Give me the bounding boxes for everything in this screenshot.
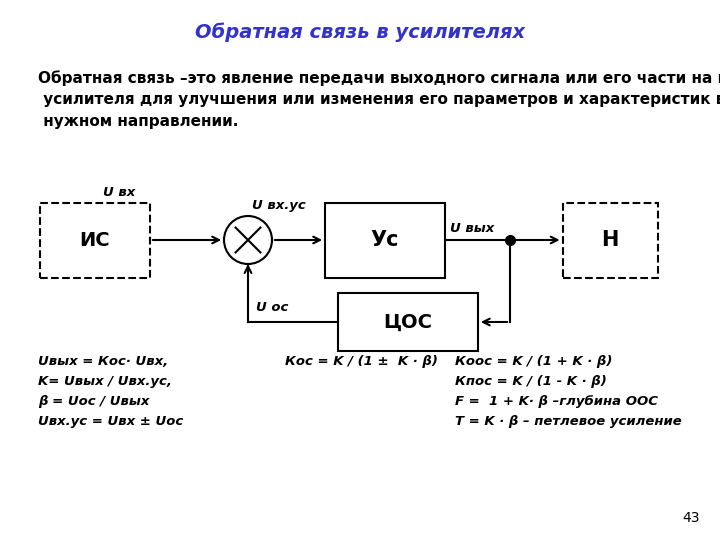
Text: ЦОС: ЦОС xyxy=(384,313,433,332)
FancyBboxPatch shape xyxy=(562,202,657,278)
Text: Обратная связь в усилителях: Обратная связь в усилителях xyxy=(195,22,525,42)
Text: Кoос = K / (1 + K · β): Кoос = K / (1 + K · β) xyxy=(455,355,613,368)
Text: Кпос = K / (1 - K · β): Кпос = K / (1 - K · β) xyxy=(455,375,607,388)
Text: Ус: Ус xyxy=(371,230,400,250)
Text: ИС: ИС xyxy=(80,231,110,249)
Text: U вх.ус: U вх.ус xyxy=(252,199,306,212)
Text: 43: 43 xyxy=(683,511,700,525)
FancyBboxPatch shape xyxy=(325,202,445,278)
Text: T = K · β – петлевое усиление: T = K · β – петлевое усиление xyxy=(455,415,682,428)
Text: U ос: U ос xyxy=(256,301,289,314)
FancyBboxPatch shape xyxy=(40,202,150,278)
Text: F =  1 + K· β –глубина ООС: F = 1 + K· β –глубина ООС xyxy=(455,395,658,408)
Text: U вых: U вых xyxy=(450,222,494,235)
Circle shape xyxy=(224,216,272,264)
Text: Н: Н xyxy=(601,230,618,250)
Text: Uвых = Кос· Uвх,: Uвых = Кос· Uвх, xyxy=(38,355,168,368)
Text: U вх: U вх xyxy=(103,186,135,199)
Text: K= Uвых / Uвх.ус,: K= Uвых / Uвх.ус, xyxy=(38,375,172,388)
Text: Обратная связь –это явление передачи выходного сигнала или его части на вход
 ус: Обратная связь –это явление передачи вых… xyxy=(38,70,720,129)
Text: β = Uос / Uвых: β = Uос / Uвых xyxy=(38,395,149,408)
Text: Кос = K / (1 ±  K · β): Кос = K / (1 ± K · β) xyxy=(285,355,438,368)
Text: Uвх.ус = Uвх ± Uос: Uвх.ус = Uвх ± Uос xyxy=(38,415,184,428)
FancyBboxPatch shape xyxy=(338,293,478,351)
